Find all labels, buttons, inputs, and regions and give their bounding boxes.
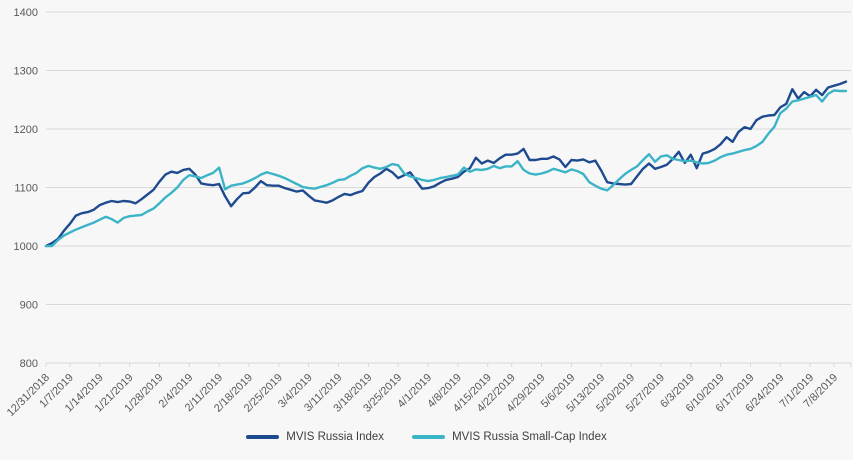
y-axis-tick-label: 1100 [14,183,38,195]
line-chart-svg: 8009001000110012001300140012/31/20181/7/… [5,7,852,419]
legend-swatch [246,435,280,439]
legend-item-mvis-russia-index: MVIS Russia Index [246,431,384,443]
legend-label: MVIS Russia Small-Cap Index [452,431,607,443]
y-axis-tick-label: 900 [20,300,38,312]
legend-item-mvis-russia-small-cap-index: MVIS Russia Small-Cap Index [412,431,607,443]
y-axis-tick-label: 1400 [14,7,38,19]
legend-label: MVIS Russia Index [286,431,385,443]
y-axis-tick-label: 1200 [14,124,38,136]
series-line-mvis-russia-index [44,80,848,248]
y-axis-tick-label: 1000 [14,241,38,253]
chart-legend: MVIS Russia Index MVIS Russia Small-Cap … [0,431,853,443]
legend-swatch [412,435,446,439]
y-axis-tick-label: 1300 [14,66,38,78]
series-line-mvis-russia-small-cap-index [44,89,848,248]
y-axis-tick-label: 800 [20,358,38,370]
